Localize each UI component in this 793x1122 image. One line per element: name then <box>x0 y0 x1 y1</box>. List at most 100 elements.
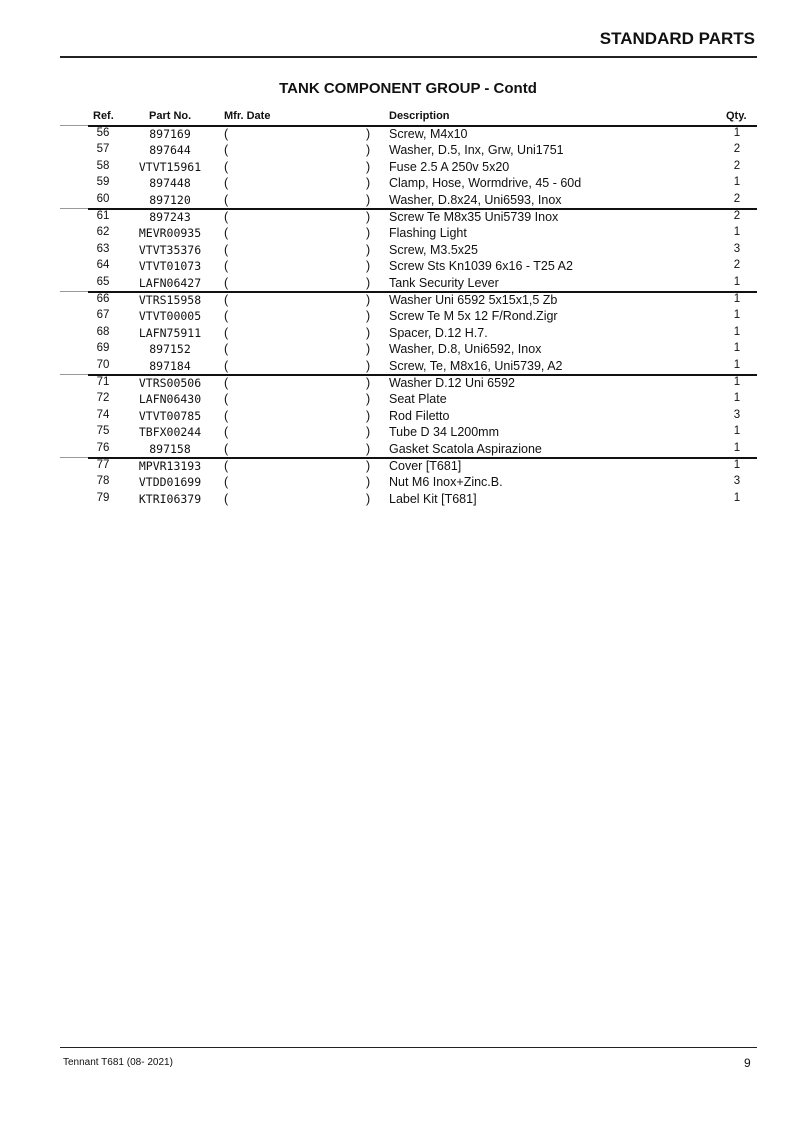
table-row: 68 LAFN75911 () Spacer, D.12 H.7. 1 <box>0 325 793 342</box>
qty: 1 <box>733 176 741 189</box>
table-row: 62 MEVR00935 () Flashing Light 1 <box>0 225 793 242</box>
ref: 63 <box>96 242 110 255</box>
part-no: VTVT15961 <box>138 159 202 174</box>
footer-text: Tennant T681 (08- 2021) <box>63 1057 173 1068</box>
paren-close: ) <box>366 375 371 390</box>
qty: 1 <box>733 126 741 139</box>
paren-close: ) <box>366 126 371 141</box>
paren-close: ) <box>366 192 371 207</box>
ref: 67 <box>96 309 110 322</box>
paren-close: ) <box>366 358 371 373</box>
qty: 3 <box>733 475 741 488</box>
ref: 58 <box>96 159 110 172</box>
table-row: 63 VTVT35376 () Screw, M3.5x25 3 <box>0 242 793 259</box>
part-no: MEVR00935 <box>138 226 202 241</box>
paren-open: ( <box>224 242 229 257</box>
table-row: 71 VTRS00506 () Washer D.12 Uni 6592 1 <box>0 375 793 392</box>
table-row: 57 897644 () Washer, D.5, Inx, Grw, Uni1751… <box>0 142 793 159</box>
part-no: VTVT00005 <box>138 309 202 324</box>
divider <box>60 56 757 58</box>
col-part-no: Part No. <box>149 110 192 122</box>
table-row: 61 897243 () Screw Te M8x35 Uni5739 Inox 2 <box>0 209 793 226</box>
description: Label Kit [T681] <box>389 491 477 506</box>
description: Screw, M3.5x25 <box>389 242 478 257</box>
paren-open: ( <box>224 259 229 274</box>
paren-close: ) <box>366 259 371 274</box>
qty: 1 <box>733 441 741 454</box>
description: Nut M6 Inox+Zinc.B. <box>389 475 503 490</box>
table-row: 56 897169 () Screw, M4x10 1 <box>0 126 793 143</box>
ref: 76 <box>96 441 110 454</box>
paren-close: ) <box>366 458 371 473</box>
paren-close: ) <box>366 425 371 440</box>
part-no: 897152 <box>149 342 191 357</box>
ref: 59 <box>96 176 110 189</box>
group-divider <box>88 456 757 459</box>
paren-close: ) <box>366 242 371 257</box>
paren-close: ) <box>366 342 371 357</box>
part-no: VTDD01699 <box>138 475 202 490</box>
qty: 2 <box>733 259 741 272</box>
description: Gasket Scatola Aspirazione <box>389 441 542 456</box>
paren-open: ( <box>224 475 229 490</box>
divider-stub <box>60 456 88 458</box>
table-row: 59 897448 () Clamp, Hose, Wormdrive, 45 - 6… <box>0 175 793 192</box>
table-row: 78 VTDD01699 () Nut M6 Inox+Zinc.B. 3 <box>0 474 793 491</box>
qty: 2 <box>733 209 741 222</box>
paren-open: ( <box>224 441 229 456</box>
paren-open: ( <box>224 342 229 357</box>
part-no: 897184 <box>149 358 191 373</box>
part-no: LAFN06430 <box>138 392 202 407</box>
description: Rod Filetto <box>389 408 450 423</box>
description: Seat Plate <box>389 392 447 407</box>
paren-close: ) <box>366 226 371 241</box>
paren-open: ( <box>224 192 229 207</box>
paren-open: ( <box>224 392 229 407</box>
qty: 1 <box>733 425 741 438</box>
paren-close: ) <box>366 292 371 307</box>
part-no: MPVR13193 <box>138 458 202 473</box>
group-divider <box>88 124 757 127</box>
qty: 1 <box>733 491 741 504</box>
paren-close: ) <box>366 325 371 340</box>
part-no: LAFN75911 <box>138 325 202 340</box>
part-no: KTRI06379 <box>138 491 202 506</box>
paren-open: ( <box>224 325 229 340</box>
table-row: 77 MPVR13193 () Cover [T681] 1 <box>0 458 793 475</box>
ref: 56 <box>96 126 110 139</box>
ref: 70 <box>96 358 110 371</box>
description: Tank Security Lever <box>389 275 499 290</box>
paren-close: ) <box>366 408 371 423</box>
paren-open: ( <box>224 226 229 241</box>
table-row: 69 897152 () Washer, D.8, Uni6592, Inox 1 <box>0 341 793 358</box>
group-divider <box>88 290 757 293</box>
table-row: 74 VTVT00785 () Rod Filetto 3 <box>0 408 793 425</box>
table-row: 76 897158 () Gasket Scatola Aspirazione 1 <box>0 441 793 458</box>
qty: 1 <box>733 275 741 288</box>
group-title: TANK COMPONENT GROUP - Contd <box>279 80 537 97</box>
ref: 74 <box>96 408 110 421</box>
col-mfr-date: Mfr. Date <box>224 110 271 122</box>
paren-open: ( <box>224 292 229 307</box>
description: Screw, Te, M8x16, Uni5739, A2 <box>389 358 563 373</box>
table-row: 65 LAFN06427 () Tank Security Lever 1 <box>0 275 793 292</box>
paren-open: ( <box>224 458 229 473</box>
paren-close: ) <box>366 143 371 158</box>
ref: 79 <box>96 491 110 504</box>
part-no: 897448 <box>149 176 191 191</box>
qty: 1 <box>733 292 741 305</box>
part-no: VTRS00506 <box>138 375 202 390</box>
qty: 1 <box>733 342 741 355</box>
part-no: LAFN06427 <box>138 275 202 290</box>
ref: 68 <box>96 325 110 338</box>
part-no: 897120 <box>149 192 191 207</box>
col-ref: Ref. <box>93 110 114 122</box>
paren-open: ( <box>224 309 229 324</box>
paren-open: ( <box>224 126 229 141</box>
ref: 60 <box>96 192 110 205</box>
paren-open: ( <box>224 176 229 191</box>
table-row: 58 VTVT15961 () Fuse 2.5 A 250v 5x20 2 <box>0 159 793 176</box>
paren-open: ( <box>224 408 229 423</box>
part-no: 897644 <box>149 143 191 158</box>
paren-open: ( <box>224 143 229 158</box>
